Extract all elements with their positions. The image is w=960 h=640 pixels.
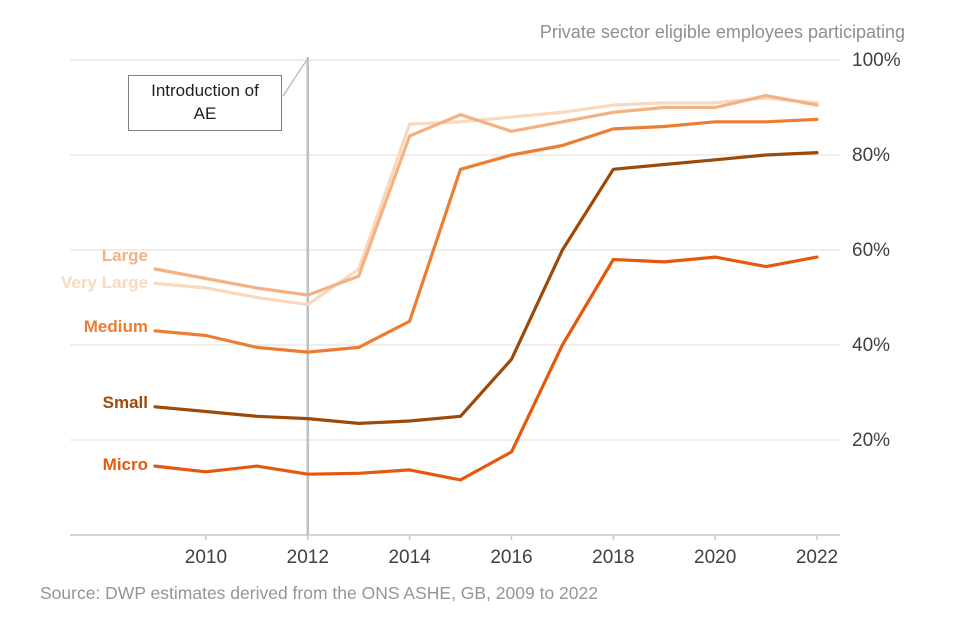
ae-annotation-connector [282,59,308,97]
x-tick-2022: 2022 [796,547,838,568]
x-tick-2014: 2014 [388,547,431,568]
series-line-very-large [153,96,819,307]
series-line-small [153,151,819,425]
series-label-very-large: Very Large [61,273,148,293]
ae-annotation-line2: AE [193,104,217,123]
x-tick-2018: 2018 [592,547,634,568]
ae-annotation-box: Introduction of AE [128,75,282,131]
y-tick-40: 40% [852,335,890,356]
y-tick-60: 60% [852,240,890,261]
series-label-large: Large [101,246,148,265]
series-line-micro [153,255,819,482]
x-tick-2012: 2012 [287,547,329,568]
series-label-micro: Micro [102,455,148,475]
y-tick-100: 100% [852,50,901,71]
x-tick-2010: 2010 [185,547,227,568]
y-tick-80: 80% [852,145,890,166]
ae-annotation-line1: Introduction of [151,81,259,101]
y-tick-20: 20% [852,430,890,451]
series-line-large [153,93,819,297]
series-label-small: Small [102,392,148,412]
x-tick-2020: 2020 [694,547,736,568]
x-tick-2016: 2016 [490,547,532,568]
series-line-medium [153,117,819,354]
source-note: Source: DWP estimates derived from the O… [40,583,598,603]
chart-title: Private sector eligible employees partic… [539,22,905,42]
series-label-medium: Medium [83,316,148,336]
